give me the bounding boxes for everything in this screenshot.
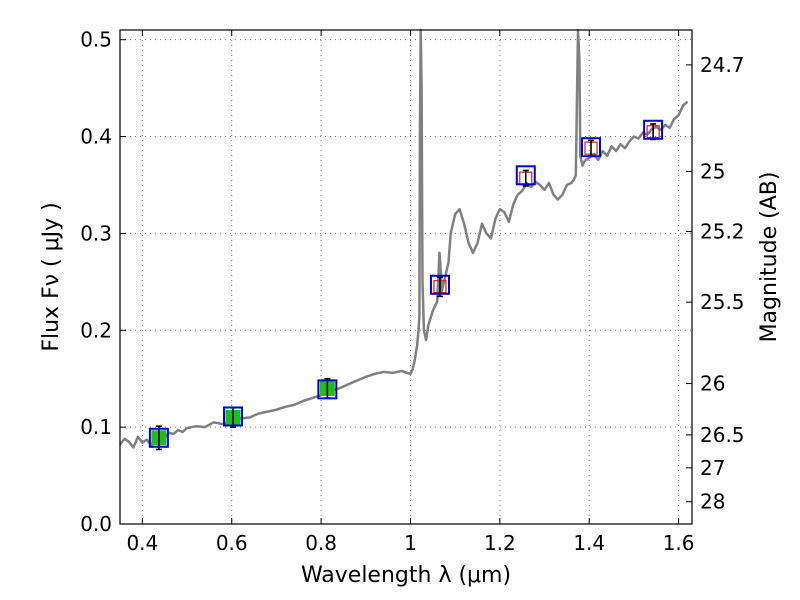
x-tick-label: 1 bbox=[404, 531, 417, 555]
photometry-point bbox=[581, 137, 602, 158]
axis-ticks: 0.4 0.6 0.8 1 1.2 1.4 1.6 0.0 0.1 0.2 0.3 0.4 0.5 24.… bbox=[80, 28, 744, 555]
model-box bbox=[581, 137, 602, 158]
photometry-point bbox=[429, 274, 450, 298]
right-tick-label: 26 bbox=[700, 372, 725, 396]
right-tick-label: 28 bbox=[700, 490, 725, 514]
plot-frame bbox=[119, 29, 693, 525]
right-tick-label: 25.2 bbox=[700, 219, 745, 243]
x-tick-label: 1.4 bbox=[573, 531, 605, 555]
x-tick-label: 0.4 bbox=[126, 531, 158, 555]
right-tick-label: 27 bbox=[700, 456, 725, 480]
y-tick-label: 0.3 bbox=[80, 221, 112, 245]
photometry-point bbox=[643, 119, 664, 141]
x-tick-label: 1.2 bbox=[484, 531, 516, 555]
x-tick-label: 1.6 bbox=[663, 531, 695, 555]
right-tick-label: 26.5 bbox=[700, 423, 745, 447]
y-tick-label: 0.5 bbox=[80, 28, 112, 52]
photometry-series bbox=[148, 119, 664, 451]
x-tick-label: 0.8 bbox=[305, 531, 337, 555]
y-tick-label: 0.2 bbox=[80, 318, 112, 342]
x-tick-label: 0.6 bbox=[216, 531, 248, 555]
model-box bbox=[515, 165, 536, 186]
model-box bbox=[317, 379, 338, 400]
model-box bbox=[223, 406, 244, 427]
y-tick-label: 0.0 bbox=[80, 512, 112, 536]
right-tick-label: 25.5 bbox=[700, 290, 745, 314]
model-box bbox=[148, 427, 169, 448]
y-tick-label: 0.1 bbox=[80, 415, 112, 439]
right-axis-label: Magnitude (AB) bbox=[757, 172, 782, 343]
photometry-point bbox=[317, 377, 338, 400]
grid-lines bbox=[120, 30, 692, 525]
model-box bbox=[429, 274, 450, 295]
y-axis-label: Flux Fν ( μJy ) bbox=[39, 202, 64, 351]
photometry-point bbox=[148, 425, 169, 451]
right-tick-label: 25 bbox=[700, 159, 725, 183]
right-tick-label: 24.7 bbox=[700, 53, 745, 77]
model-box bbox=[643, 119, 664, 140]
photometry-point bbox=[515, 165, 536, 187]
photometry-point bbox=[223, 406, 244, 428]
spectrum-line bbox=[119, 28, 689, 449]
spectrum-series bbox=[119, 28, 689, 449]
y-tick-label: 0.4 bbox=[80, 125, 112, 149]
x-axis-label: Wavelength λ (μm) bbox=[301, 563, 511, 588]
